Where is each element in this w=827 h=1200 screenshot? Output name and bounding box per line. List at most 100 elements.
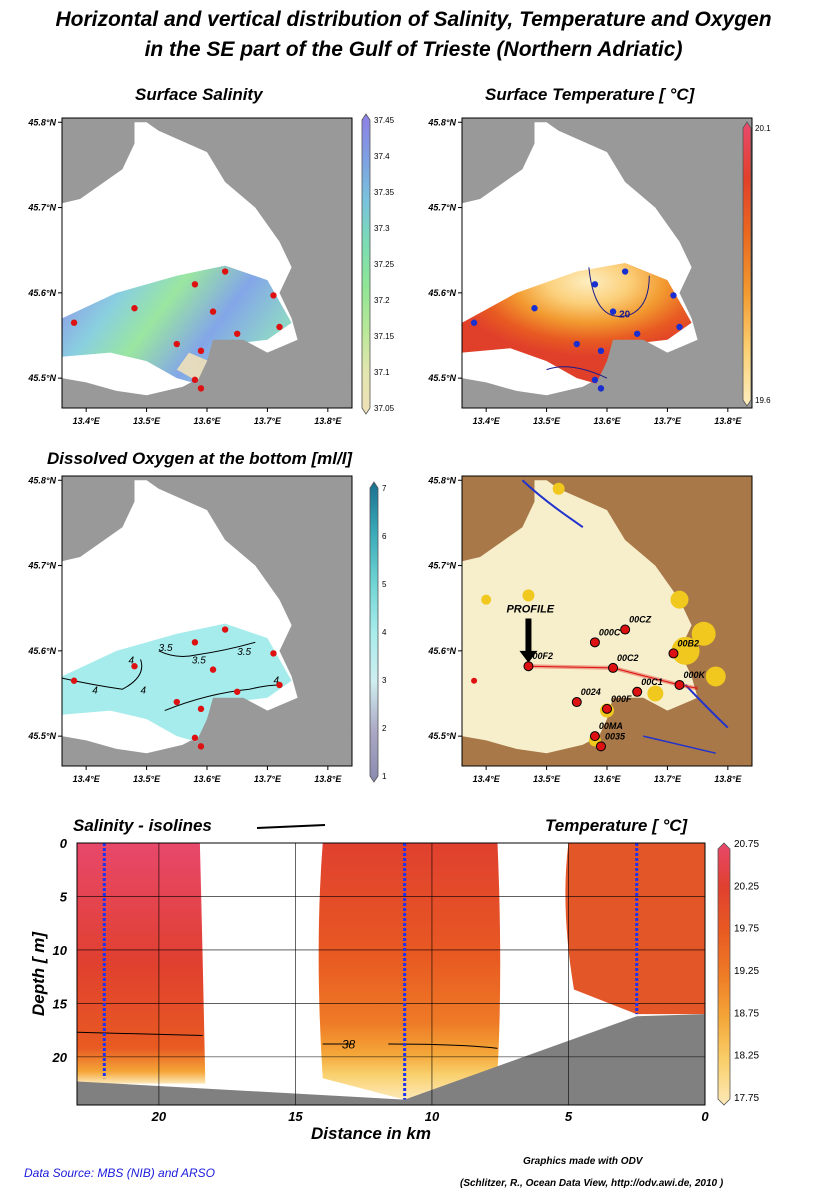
colorbar-tick-label: 37.35 (374, 188, 395, 197)
y-tick-label: 45.5°N (427, 731, 456, 741)
y-tick-label: 10 (53, 943, 68, 958)
x-tick-label: 13.5°E (533, 416, 561, 426)
station-dot (597, 385, 605, 392)
station-dot (131, 305, 138, 312)
section-title-temperature: Temperature [ °C] (545, 816, 688, 835)
x-tick-label: 13.8°E (714, 774, 742, 784)
colorbar-tick-label: 37.15 (374, 332, 395, 341)
x-tick-label: 15 (288, 1109, 303, 1124)
plot-frame (461, 475, 753, 767)
station-marker (620, 624, 631, 635)
colorbar-tick-label: 19.75 (734, 924, 759, 935)
colorbar-tick-label: 37.1 (374, 368, 390, 377)
panel-title-salinity: Surface Salinity (135, 85, 263, 104)
y-tick-label: 45.6°N (427, 288, 456, 298)
station-dot (191, 734, 199, 742)
colorbar-tick-label: 20.1 (755, 124, 771, 133)
section-field-right (565, 843, 705, 1015)
y-tick-label: 45.8°N (427, 117, 456, 127)
isotherm (546, 366, 608, 379)
station-dot (591, 376, 599, 384)
station-marker (589, 637, 600, 648)
station-label: 0024 (581, 687, 601, 697)
x-tick-label: 13.4°E (73, 774, 101, 784)
profile-arrow-head (519, 650, 538, 663)
station-dot (270, 292, 277, 299)
station-marker (632, 686, 643, 697)
y-tick-label: 45.8°N (427, 475, 456, 485)
station-label: 000C (599, 627, 621, 637)
station-dot (221, 268, 229, 275)
x-tick-label: 13.6°E (593, 774, 621, 784)
station-label: 00CZ (629, 615, 652, 625)
station-dot (197, 705, 205, 713)
section-field-left (77, 843, 206, 1084)
land-nw (62, 118, 135, 204)
colorbar-tick-label: 19.25 (734, 966, 759, 977)
seafloor (77, 1014, 705, 1105)
urban-area (670, 590, 689, 609)
station-label: 000F (611, 694, 632, 704)
sea (462, 480, 698, 754)
salinity-isoline (76, 1031, 203, 1036)
land-nw (462, 476, 535, 562)
y-tick-label: 0 (60, 836, 68, 851)
land-nw (62, 476, 135, 562)
station-dot (276, 323, 283, 331)
y-tick-label: 45.5°N (27, 731, 56, 741)
station-marker (602, 703, 612, 714)
section-field-middle (318, 843, 501, 1100)
river (521, 479, 584, 528)
colorbar (361, 113, 371, 415)
land-south (594, 697, 752, 766)
station-dot (191, 639, 199, 646)
colorbar-tick-label: 37.4 (374, 152, 390, 161)
land-south (194, 697, 352, 766)
urban-area (671, 636, 700, 665)
x-tick-label: 13.7°E (254, 416, 282, 426)
station-dot (173, 698, 180, 706)
isotherm (588, 267, 650, 317)
colorbar-tick-label: 3 (382, 676, 387, 685)
x-tick-label: 13.5°E (133, 774, 161, 784)
colorbar-tick-label: 37.2 (374, 296, 390, 305)
colorbar (717, 842, 731, 1106)
x-tick-label: 13.7°E (654, 416, 682, 426)
figure-title-line2: in the SE part of the Gulf of Trieste (N… (144, 38, 683, 61)
section-title-salinity: Salinity - isolines (73, 816, 212, 835)
colorbar-tick-label: 37.05 (374, 404, 395, 413)
colorbar (369, 481, 379, 783)
y-tick-label: 45.7°N (427, 203, 456, 213)
plot-frame (461, 117, 753, 409)
land-nw (462, 118, 535, 204)
station-dot (531, 305, 538, 312)
urban-area (522, 589, 535, 602)
station-marker (589, 731, 600, 742)
contour-label: 20 (619, 310, 631, 321)
x-tick-label: 13.4°E (73, 416, 101, 426)
urban-area (647, 685, 664, 702)
colorbar-tick-label: 18.75 (734, 1008, 759, 1019)
x-tick-label: 10 (425, 1109, 440, 1124)
contour-label: 4 (141, 686, 147, 697)
land-south (594, 339, 752, 408)
y-axis-label: Depth [ m] (29, 931, 48, 1016)
station-label: 00MA (599, 721, 623, 731)
station-marker (571, 697, 582, 708)
x-tick-label: 13.8°E (314, 774, 342, 784)
station-dot (221, 626, 229, 633)
colorbar-tick-label: 19.6 (755, 396, 771, 405)
y-tick-label: 15 (53, 996, 68, 1011)
urban-area (691, 621, 716, 646)
contour-label: 4 (273, 675, 279, 686)
river (684, 684, 729, 729)
station-dot (621, 268, 629, 275)
station-label: 000K (684, 670, 707, 680)
x-axis-label: Distance in km (311, 1124, 431, 1143)
oxygen-map: 3.5 3.5 3.5 4 4 4 4 13.4°E 13.5°E 13.6°E 13.7°E 13.… (27, 475, 387, 784)
profile-label: PROFILE (506, 603, 554, 615)
colorbar-tick-label: 6 (382, 532, 387, 541)
y-tick-label: 45.8°N (27, 475, 56, 485)
y-tick-label: 45.5°N (27, 373, 56, 383)
colorbar-tick-label: 7 (382, 484, 387, 493)
